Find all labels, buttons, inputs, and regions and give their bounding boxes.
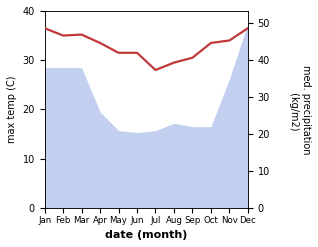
Y-axis label: med. precipitation
 (kg/m2): med. precipitation (kg/m2) [289,65,311,154]
Y-axis label: max temp (C): max temp (C) [7,76,17,143]
X-axis label: date (month): date (month) [105,230,187,240]
